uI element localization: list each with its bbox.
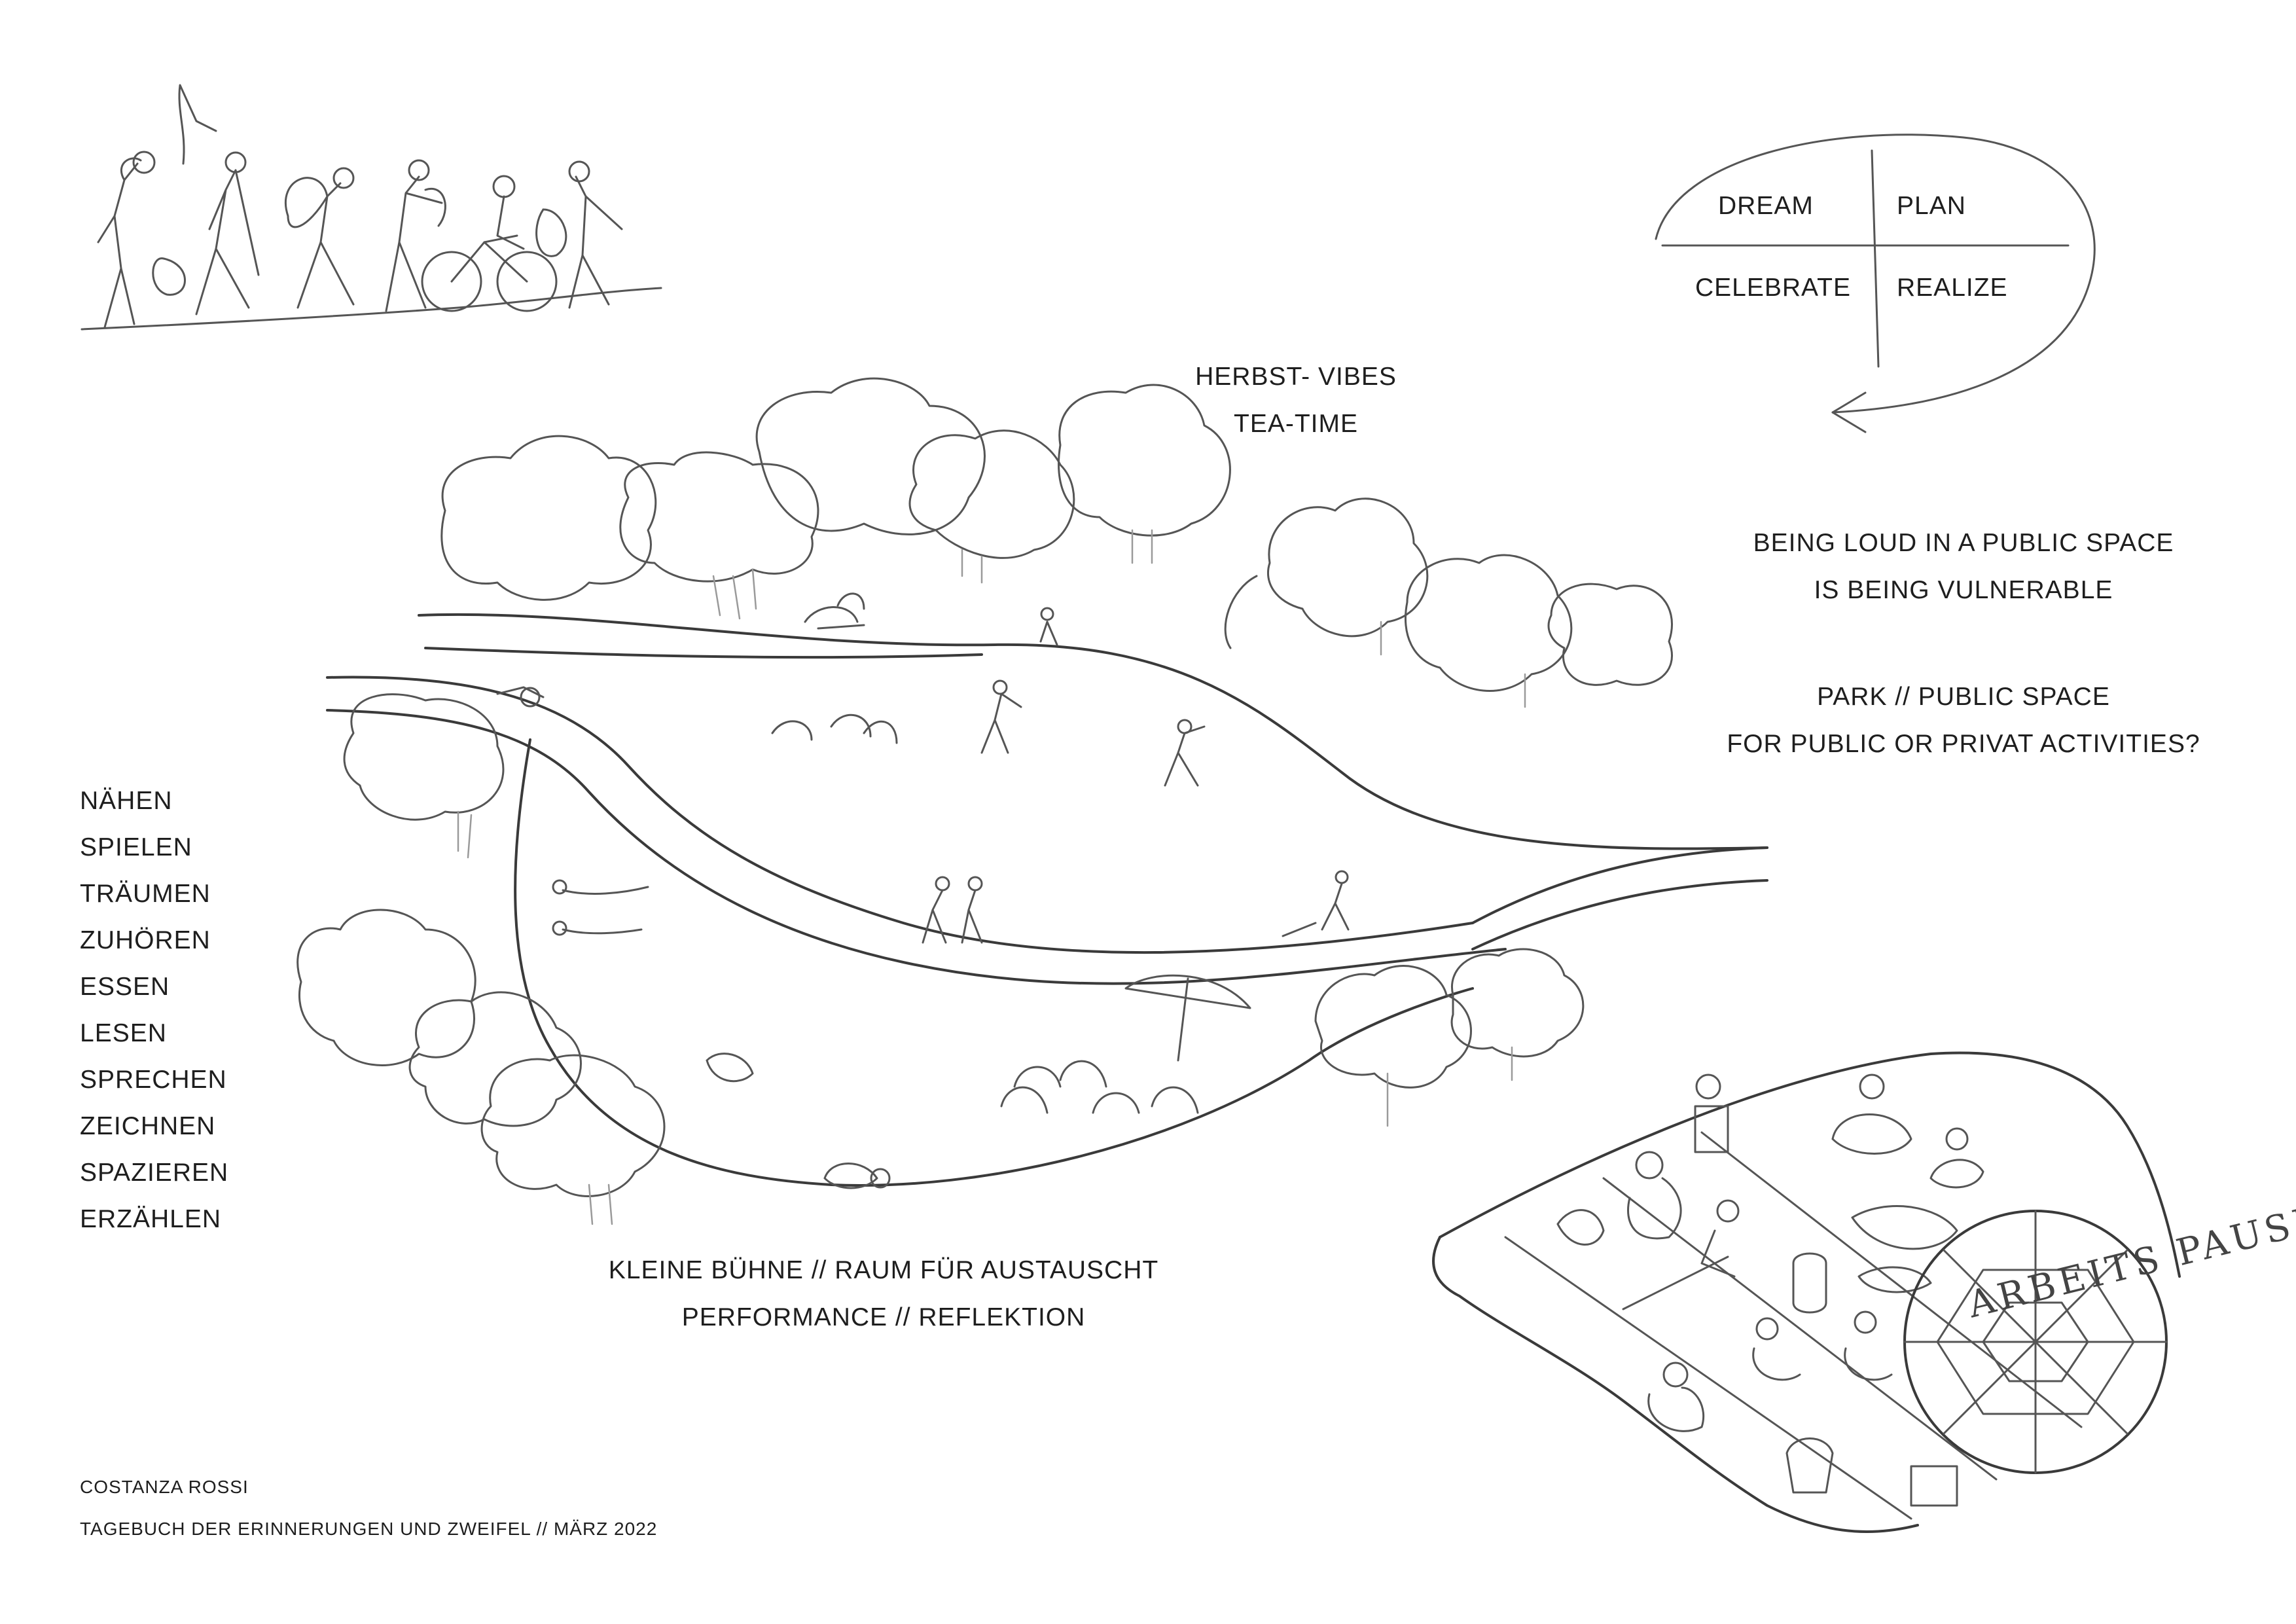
stage-caption-line1: KLEINE BÜHNE // RAUM FÜR AUSTAUSCHT	[608, 1256, 1159, 1284]
park-figures	[496, 592, 1350, 1189]
footer: COSTANZA ROSSI TAGEBUCH DER ERINNERUNGEN…	[80, 1466, 657, 1550]
picnic-blanket-sketch	[1432, 1051, 2181, 1533]
park-paths	[326, 575, 1768, 1187]
activity-item: ZEICHNEN	[80, 1112, 216, 1140]
activity-item: SPIELEN	[80, 833, 192, 861]
activity-item: ERZÄHLEN	[80, 1205, 222, 1233]
activity-item: TRÄUMEN	[80, 880, 211, 908]
stage-caption: KLEINE BÜHNE // RAUM FÜR AUSTAUSCHT PERF…	[556, 1247, 1211, 1341]
park-trees	[296, 377, 1674, 1225]
herbst-vibes-line1: HERBST- VIBES	[1195, 363, 1397, 391]
vulnerable-statement: BEING LOUD IN A PUBLIC SPACE IS BEING VU…	[1715, 520, 2212, 614]
cycle-label-plan: PLAN	[1897, 192, 1966, 220]
park-question-line2: FOR PUBLIC OR PRIVAT ACTIVITIES?	[1727, 730, 2200, 758]
activity-item: NÄHEN	[80, 787, 173, 815]
cycle-diagram	[1655, 134, 2096, 433]
activity-item: ESSEN	[80, 973, 170, 1001]
park-question: PARK // PUBLIC SPACE FOR PUBLIC OR PRIVA…	[1702, 674, 2225, 768]
park-question-line1: PARK // PUBLIC SPACE	[1817, 683, 2110, 711]
activity-item: SPAZIEREN	[80, 1159, 229, 1187]
activity-item: LESEN	[80, 1019, 167, 1047]
author-name: COSTANZA ROSSI	[80, 1477, 249, 1497]
activity-item: ZUHÖREN	[80, 926, 211, 954]
tea-time-line: TEA-TIME	[1234, 410, 1358, 438]
activity-item: SPRECHEN	[80, 1066, 227, 1094]
stage-caption-line2: PERFORMANCE // REFLEKTION	[681, 1303, 1086, 1331]
vulnerable-line2: IS BEING VULNERABLE	[1814, 576, 2113, 604]
activities-list: NÄHEN SPIELEN TRÄUMEN ZUHÖREN ESSEN LESE…	[80, 778, 228, 1242]
cycle-label-dream: DREAM	[1718, 192, 1814, 220]
cycle-label-realize: REALIZE	[1897, 274, 2008, 302]
vulnerable-line1: BEING LOUD IN A PUBLIC SPACE	[1753, 529, 2174, 557]
walking-people-sketch	[81, 84, 662, 331]
diary-subtitle: TAGEBUCH DER ERINNERUNGEN UND ZWEIFEL //…	[80, 1519, 658, 1539]
herbst-vibes-block: HERBST- VIBES TEA-TIME	[1165, 353, 1427, 448]
cycle-label-celebrate: CELEBRATE	[1695, 274, 1852, 302]
